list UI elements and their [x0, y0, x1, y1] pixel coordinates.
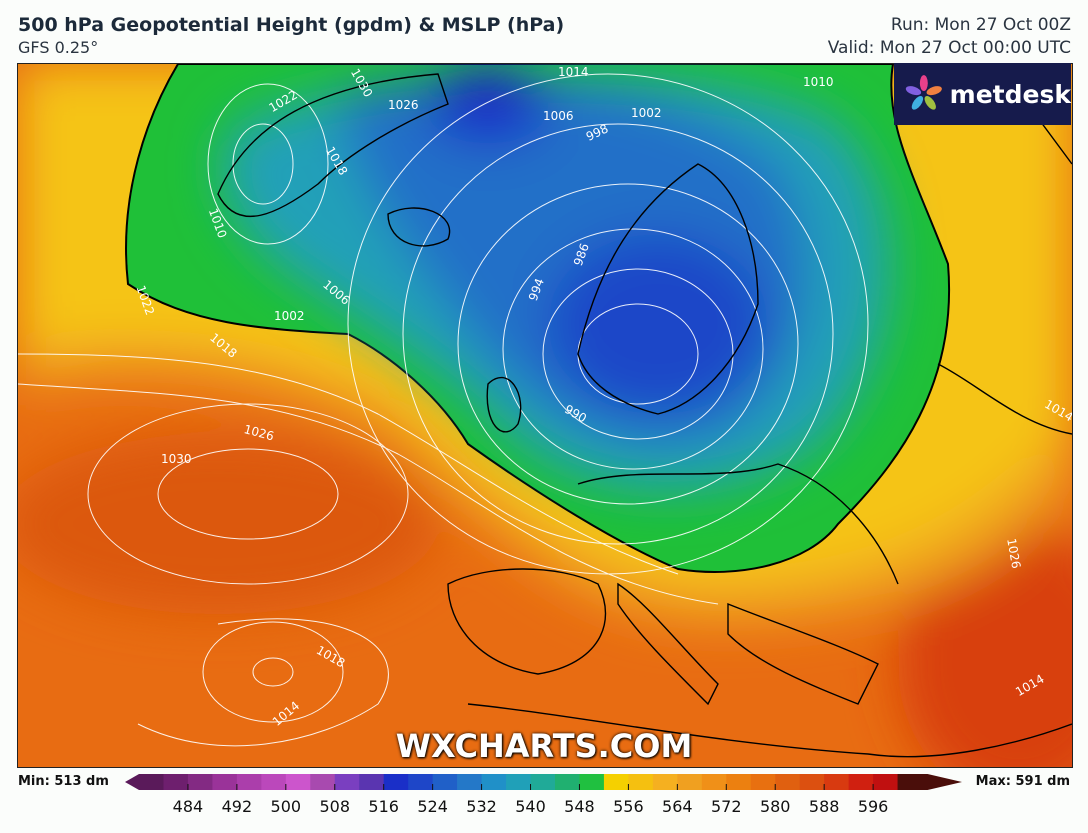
colorbar-tick-label: 524 [417, 797, 448, 816]
colorbar-tick-label: 572 [710, 797, 742, 816]
colorbar-segment [848, 774, 874, 790]
colorbar-segment [873, 774, 899, 790]
colorbar-segment [285, 774, 311, 790]
colorbar-tick-label: 564 [662, 797, 693, 816]
colorbar-tick-label: 500 [270, 797, 302, 816]
isobar-label: 1006 [543, 109, 574, 123]
isobar-label: 1002 [274, 309, 305, 323]
colorbar [125, 774, 962, 790]
colorbar-segment [408, 774, 434, 790]
isobar-label: 1002 [631, 106, 662, 120]
colorbar-tick-label: 596 [857, 797, 889, 816]
colorbar-segment [236, 774, 262, 790]
colorbar-over-arrow [897, 774, 962, 790]
colorbar-segment [530, 774, 556, 790]
min-label: Min: 513 dm [18, 774, 109, 789]
valid-time: Valid: Mon 27 Oct 00:00 UTC [827, 38, 1071, 58]
colorbar-segment [799, 774, 825, 790]
colorbar-segment [310, 774, 336, 790]
isobar-label: 1026 [1004, 537, 1023, 570]
coastlines [217, 64, 1072, 758]
colorbar-segment [432, 774, 458, 790]
colorbar-segment [824, 774, 850, 790]
colorbar-segment [701, 774, 727, 790]
colorbar-segment [334, 774, 360, 790]
colorbar-segment [628, 774, 654, 790]
metdesk-logo-text: metdesk [949, 79, 1071, 109]
colorbar-tick-label: 540 [515, 797, 546, 816]
model-label: GFS 0.25° [18, 38, 99, 57]
isobar-label: 1014 [558, 65, 589, 79]
colorbar-tick-label: 532 [466, 797, 497, 816]
isobar-label: 1026 [388, 98, 419, 112]
colorbar-tick-label: 484 [172, 797, 204, 816]
isobar-label: 1010 [803, 75, 834, 89]
colorbar-tick-label: 556 [613, 797, 644, 816]
colorbar-segment [383, 774, 409, 790]
colorbar-segment [212, 774, 238, 790]
colorbar-segment [750, 774, 776, 790]
colorbar-segment [677, 774, 703, 790]
colorbar-tick-label: 492 [221, 797, 253, 816]
chart-title: 500 hPa Geopotential Height (gpdm) & MSL… [18, 14, 565, 36]
metdesk-flower-icon [905, 75, 942, 110]
colorbar-tick-label: 508 [319, 797, 351, 816]
colorbar-segment [457, 774, 483, 790]
metdesk-logo: metdesk [894, 63, 1071, 125]
colorbar-segment [261, 774, 287, 790]
colorbar-segment [506, 774, 532, 790]
colorbar-segment [652, 774, 678, 790]
colorbar-segment [726, 774, 752, 790]
colorbar-segment [775, 774, 801, 790]
weather-map: 1014 1010 1030 1022 1026 1018 1006 1002 … [17, 63, 1073, 768]
colorbar-segment [579, 774, 605, 790]
colorbar-segment [481, 774, 507, 790]
max-label: Max: 591 dm [975, 774, 1070, 789]
isobar-label: 1030 [161, 452, 192, 466]
colorbar-tick-label: 548 [564, 797, 595, 816]
colorbar-tick-label: 516 [368, 797, 399, 816]
colorbar-segment [359, 774, 385, 790]
colorbar-segment [554, 774, 581, 790]
colorbar-tick-label: 580 [759, 797, 791, 816]
run-time: Run: Mon 27 Oct 00Z [890, 15, 1071, 35]
colorbar-segment [163, 774, 189, 790]
watermark: WXCHARTS.COM [395, 727, 693, 765]
colorbar-tick-label: 588 [808, 797, 840, 816]
colorbar-segment [139, 774, 165, 790]
colorbar-segment [603, 774, 629, 790]
colorbar-segment [187, 774, 214, 790]
colorbar-under-arrow [125, 774, 139, 790]
